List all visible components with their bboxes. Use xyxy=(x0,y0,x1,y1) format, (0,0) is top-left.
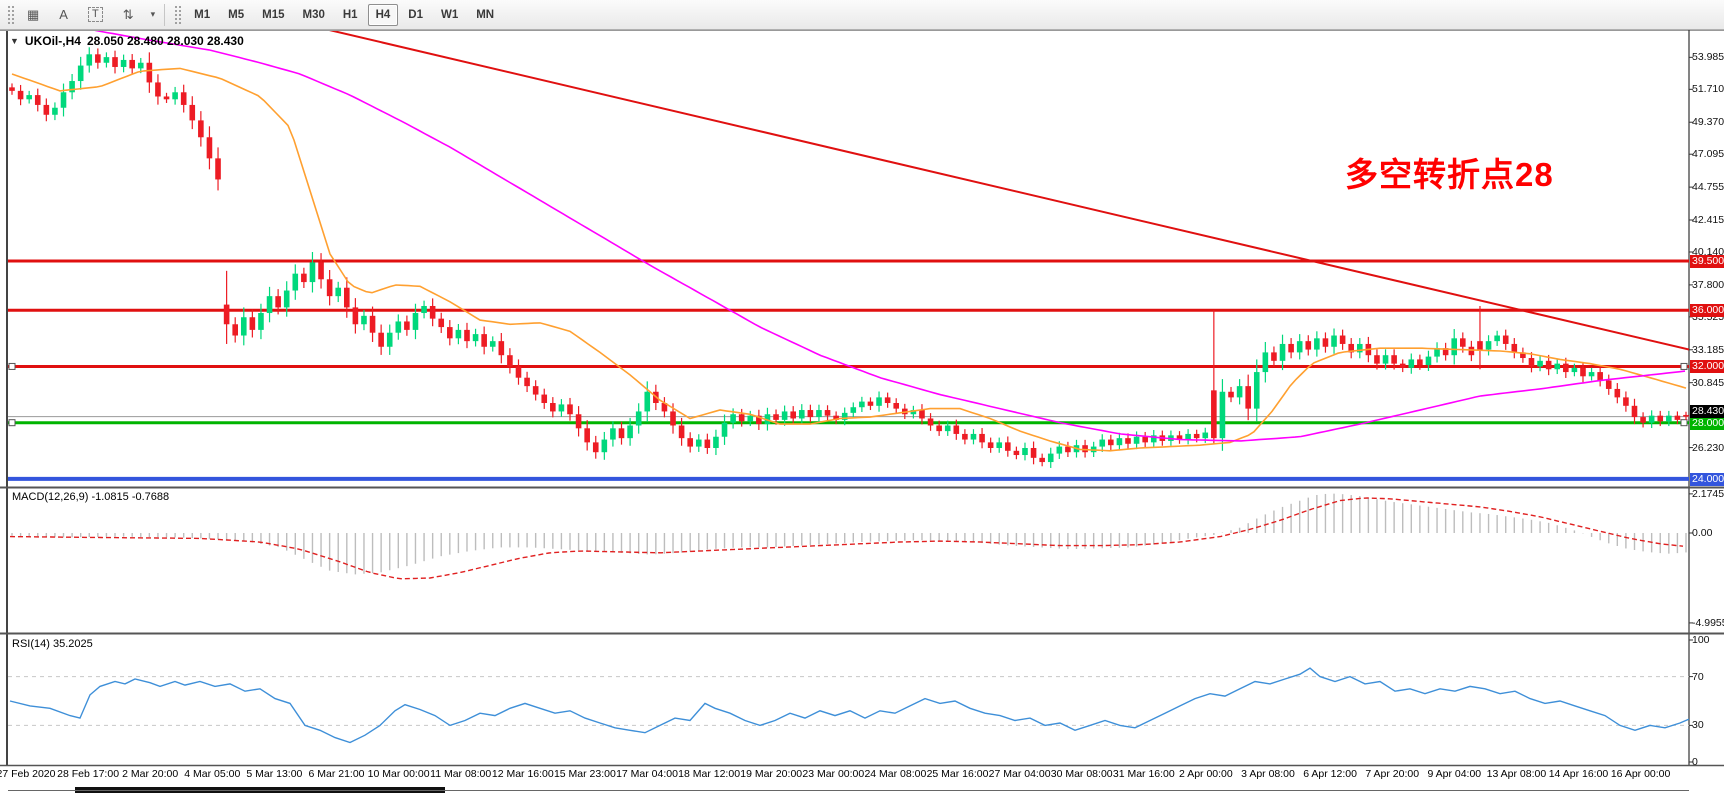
toolbar: ▦ A T ⇅ ▾ M1 M5 M15 M30 H1 H4 D1 W1 MN xyxy=(0,0,1724,30)
tf-button-w1[interactable]: W1 xyxy=(440,8,459,21)
price-tick-label: 26.230 xyxy=(1692,441,1724,454)
level-price-tag: 39.500 xyxy=(1690,254,1724,268)
drawing-tools-group: ▦ A T ⇅ ▾ xyxy=(19,4,158,26)
tf-button-m30[interactable]: M30 xyxy=(302,8,325,21)
tf-button-m1[interactable]: M1 xyxy=(194,8,211,21)
tf-button-m5[interactable]: M5 xyxy=(228,8,245,21)
price-tick-label: 44.755 xyxy=(1692,181,1724,194)
date-tick-label: 6 Apr 12:00 xyxy=(1303,768,1357,780)
price-tick-label: 49.370 xyxy=(1692,116,1724,129)
date-tick-label: 27 Feb 2020 xyxy=(0,768,56,780)
macd-tick-label: 2.1745 xyxy=(1692,487,1724,500)
date-tick-label: 5 Mar 13:00 xyxy=(246,768,303,780)
chart-collapse-caret-icon[interactable]: ▼ xyxy=(10,36,19,46)
level-price-tag: 32.000 xyxy=(1690,360,1724,374)
date-tick-label: 19 Mar 20:00 xyxy=(740,768,803,780)
price-tick-label: 47.095 xyxy=(1692,148,1724,161)
horizontal-scrollbar-track[interactable] xyxy=(8,790,1689,791)
timeframe-buttons-group: M1 M5 M15 M30 H1 H4 D1 W1 MN xyxy=(186,3,502,26)
date-tick-label: 31 Mar 16:00 xyxy=(1112,768,1175,780)
price-tick-label: 53.985 xyxy=(1692,51,1724,64)
rsi-tick-label: 0 xyxy=(1692,756,1698,768)
macd-pane xyxy=(9,493,1687,580)
price-tick-label: 51.710 xyxy=(1692,83,1724,96)
date-tick-label: 13 Apr 08:00 xyxy=(1486,768,1547,780)
rsi-tick-label: 100 xyxy=(1692,634,1710,646)
date-tick-label: 14 Apr 16:00 xyxy=(1548,768,1609,780)
price-tick-label: 30.845 xyxy=(1692,376,1724,389)
arrows-tool-icon[interactable]: ⇅ xyxy=(122,6,134,22)
chart-text-annotation[interactable]: 多空转折点28 xyxy=(1345,156,1554,193)
level-price-tag: 24.000 xyxy=(1690,472,1724,486)
date-tick-label: 9 Apr 04:00 xyxy=(1427,768,1482,780)
price-tick-label: 42.415 xyxy=(1692,214,1724,226)
date-tick-label: 17 Mar 04:00 xyxy=(616,768,678,780)
chart-region: ▼ UKOil-,H4 28.050 28.480 28.030 28.430 … xyxy=(0,30,1724,793)
price-tick-label: 37.800 xyxy=(1692,278,1724,291)
rsi-tick-label: 30 xyxy=(1692,719,1704,732)
date-tick-label: 28 Feb 17:00 xyxy=(57,768,120,780)
arrows-dropdown-caret-icon[interactable]: ▾ xyxy=(150,9,156,19)
date-tick-label: 23 Mar 00:00 xyxy=(802,768,865,780)
date-tick-label: 11 Mar 08:00 xyxy=(430,768,492,780)
tf-button-m15[interactable]: M15 xyxy=(262,8,285,21)
date-tick-label: 3 Apr 08:00 xyxy=(1241,768,1295,780)
toolbar-separator xyxy=(164,3,166,26)
tf-button-d1[interactable]: D1 xyxy=(408,8,423,21)
toolbar-drag-handle-2[interactable] xyxy=(174,4,182,25)
date-tick-label: 18 Mar 12:00 xyxy=(678,768,741,780)
date-tick-label: 2 Mar 20:00 xyxy=(122,768,179,780)
text-label-t-icon[interactable]: T xyxy=(80,4,111,26)
ma-fast-line xyxy=(11,67,1687,452)
current-price-tag: 28.430 xyxy=(1690,404,1724,418)
date-tick-label: 2 Apr 00:00 xyxy=(1179,768,1233,780)
date-tick-label: 4 Mar 05:00 xyxy=(184,768,241,780)
tf-button-h1[interactable]: H1 xyxy=(342,8,358,21)
level-price-tag: 28.000 xyxy=(1690,416,1724,430)
chart-title: ▼ UKOil-,H4 28.050 28.480 28.030 28.430 xyxy=(10,34,244,48)
macd-indicator-label: MACD(12,26,9) -1.0815 -0.7688 xyxy=(12,491,170,503)
date-tick-label: 16 Apr 00:00 xyxy=(1610,768,1671,780)
ma-slow-line xyxy=(94,31,1686,442)
grid-f-icon[interactable]: ▦ xyxy=(27,6,40,22)
date-tick-label: 7 Apr 20:00 xyxy=(1365,768,1420,780)
rsi-line xyxy=(9,667,1690,744)
date-tick-label: 10 Mar 00:00 xyxy=(367,768,430,780)
macd-tick-label: -4.9955 xyxy=(1692,616,1724,629)
chart-symbol-period: UKOil-,H4 xyxy=(24,34,81,48)
price-tick-label: 33.185 xyxy=(1692,343,1724,356)
date-tick-label: 30 Mar 08:00 xyxy=(1050,768,1113,780)
rsi-tick-label: 70 xyxy=(1692,670,1704,683)
tf-button-h4[interactable]: H4 xyxy=(367,3,399,26)
text-a-icon[interactable]: A xyxy=(59,7,68,22)
date-tick-label: 27 Mar 04:00 xyxy=(988,768,1051,780)
macd-signal-line xyxy=(9,497,1684,580)
rsi-indicator-label: RSI(14) 35.2025 xyxy=(12,638,93,650)
tf-button-mn[interactable]: MN xyxy=(476,8,495,21)
candlesticks xyxy=(9,47,1689,468)
date-tick-label: 12 Mar 16:00 xyxy=(491,768,554,780)
toolbar-drag-handle[interactable] xyxy=(7,4,14,25)
date-tick-label: 24 Mar 08:00 xyxy=(864,768,927,780)
macd-tick-label: 0.00 xyxy=(1692,527,1713,539)
chart-surface[interactable] xyxy=(0,30,1724,793)
chart-ohlc-values: 28.050 28.480 28.030 28.430 xyxy=(86,34,244,48)
level-price-tag: 36.000 xyxy=(1690,304,1724,318)
date-tick-label: 15 Mar 23:00 xyxy=(553,768,616,780)
date-tick-label: 6 Mar 21:00 xyxy=(308,768,365,780)
date-tick-label: 25 Mar 16:00 xyxy=(926,768,989,780)
